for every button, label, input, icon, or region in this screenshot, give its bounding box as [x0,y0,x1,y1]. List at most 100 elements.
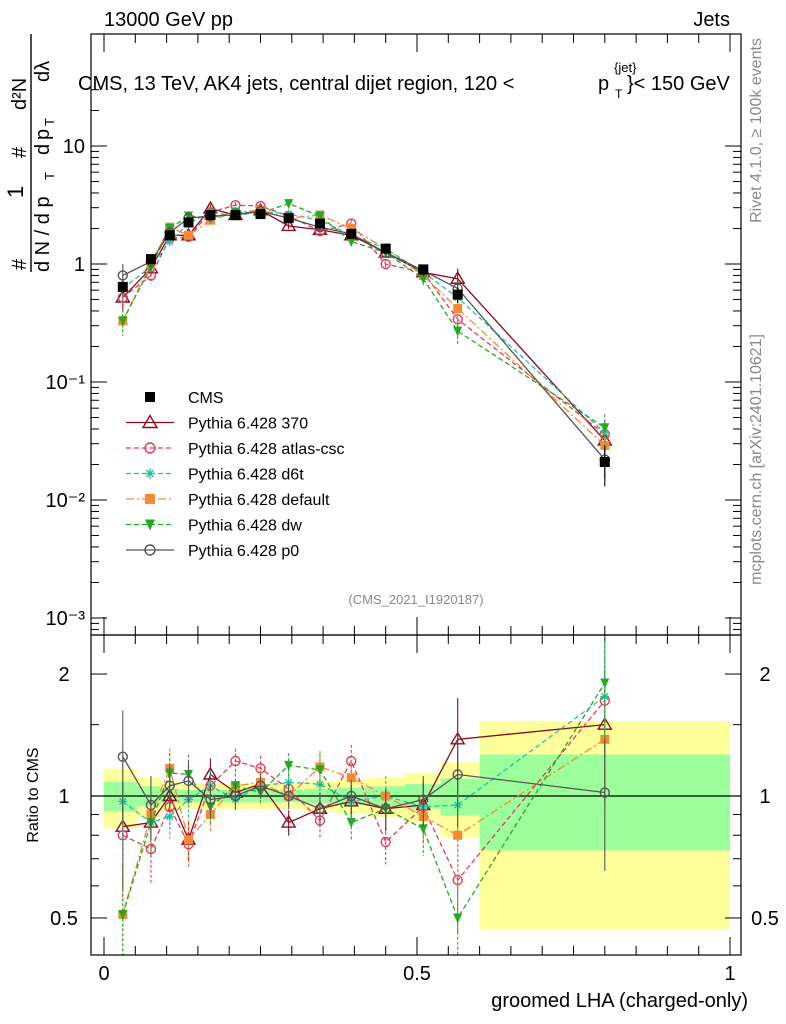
point-dw [600,423,610,434]
ratio-point-dw [418,824,428,835]
ratio-point-atlas [380,836,391,848]
legend-label: Pythia 6.428 dw [188,518,302,535]
y-label-p: p [32,129,54,140]
legend-marker [145,392,155,402]
ratio-point-default [184,835,194,845]
ratio-point-p370 [280,814,297,828]
y-label-hash-2: # [9,146,31,158]
legend-entry-p370: Pythia 6.428 370 [126,414,308,433]
ratio-point-p0 [205,794,216,805]
x-tick-label: 0.5 [403,963,431,985]
star-stroke [166,812,174,821]
ratio-point-dw [118,909,128,920]
ratio-band-green [440,778,480,816]
point-CMS [183,217,194,228]
ratio-point-dw [346,818,356,829]
y-label-hash-1: # [9,258,31,270]
ratio-point-p0 [599,787,610,798]
ratio-point-p0 [117,751,128,762]
ratio-tick-label: 1 [58,786,69,808]
point-dw [453,326,463,337]
point-CMS [230,210,241,221]
ratio-point-atlas [346,755,357,767]
ratio-point-p0 [145,799,157,811]
point-default [346,223,356,233]
legend-entry-CMS: CMS [145,390,224,407]
ratio-point-p0 [418,794,429,805]
title-sub: T [615,87,623,101]
series-CMS [117,209,610,487]
point-CMS [418,264,429,275]
x-tick-label: 0 [98,963,109,985]
y-label-sub-t-1: T [42,172,57,180]
point-CMS [255,209,266,220]
axis-ticks: 10 1 10⁻¹ 10⁻² 10⁻³ 2 2 1 1 0.5 0.5 0 0.5 1 [46,34,779,985]
legend-marker [145,468,155,479]
ratio-point-dw [315,765,325,776]
point-dw [284,199,294,210]
ratio-band-green [104,781,137,812]
legend: CMS Pythia 6.428 370 Pythia 6.428 atlas-cs… [126,390,345,560]
legend-marker [145,519,155,531]
y-label-dlambda: dλ [32,61,54,82]
y-label-d2n: d²N [9,78,31,110]
legend-marker [144,442,156,454]
ratio-tick-label-right: 0.5 [751,908,779,930]
ratio-point-d6t [165,812,175,822]
ratio-point-dw [600,678,610,689]
ratio-tick-label: 0.5 [50,908,78,930]
legend-label: Pythia 6.428 370 [188,416,308,433]
point-CMS [117,281,128,292]
legend-marker [141,414,159,429]
legend-entry-atlas: Pythia 6.428 atlas-csc [126,441,345,458]
legend-label: Pythia 6.428 atlas-csc [188,441,345,458]
ratio-line-default [122,738,606,915]
mcplots-label: mcplots.cern.ch [arXiv:2401.10621] [748,334,765,585]
legend-marker [144,544,156,556]
point-CMS [145,254,156,265]
ratio-point-atlas [230,755,241,767]
point-dw [346,237,356,248]
series-line-d6t [122,210,606,434]
legend-entry-default: Pythia 6.428 default [126,492,330,509]
ratio-tick-label: 2 [58,664,69,686]
point-dw [315,211,325,222]
series-line-p0 [122,210,606,461]
energy-label: 13000 GeV pp [104,9,233,31]
point-p370 [280,218,297,232]
y-tick-label: 1 [74,254,85,276]
point-CMS [346,228,357,239]
ratio-line-dw [122,682,606,920]
star-stroke [285,778,293,787]
ratio-point-default [453,830,463,840]
rivet-version-label: Rivet 4.1.0, ≥ 100k events [748,38,765,223]
ratio-point-dw [284,760,294,771]
x-tick-label: 1 [724,963,735,985]
point-default [453,303,463,313]
legend-label: CMS [188,390,224,407]
y-axis-title: # 1 d N / d p T # d p T d²N dλ [3,34,57,272]
series-p0 [117,206,610,478]
ratio-series-p0 [117,710,610,872]
ratio-line-p0 [122,756,605,810]
x-axis-label: groomed LHA (charged-only) [491,990,748,1012]
y-label-sub-t-2: T [42,118,57,126]
ratio-tick-label-right: 2 [759,664,770,686]
point-CMS [452,289,463,300]
point-CMS [205,210,216,221]
legend-marker [145,494,155,504]
y-tick-label: 10⁻² [46,490,86,512]
ratio-point-default [346,773,356,783]
y-label-dn-dpt: d N / d p [32,196,54,272]
ratio-point-p0 [164,780,175,791]
legend-label: Pythia 6.428 default [188,492,330,509]
star-stroke [146,469,154,478]
title-sup: {jet} [614,60,637,75]
legend-label: Pythia 6.428 d6t [188,467,304,484]
ratio-axis-label: Ratio to CMS [25,747,42,842]
title-pt: p [598,73,609,95]
ratio-point-p0 [314,803,326,814]
legend-entry-p0: Pythia 6.428 p0 [126,543,299,560]
point-CMS [283,213,294,224]
